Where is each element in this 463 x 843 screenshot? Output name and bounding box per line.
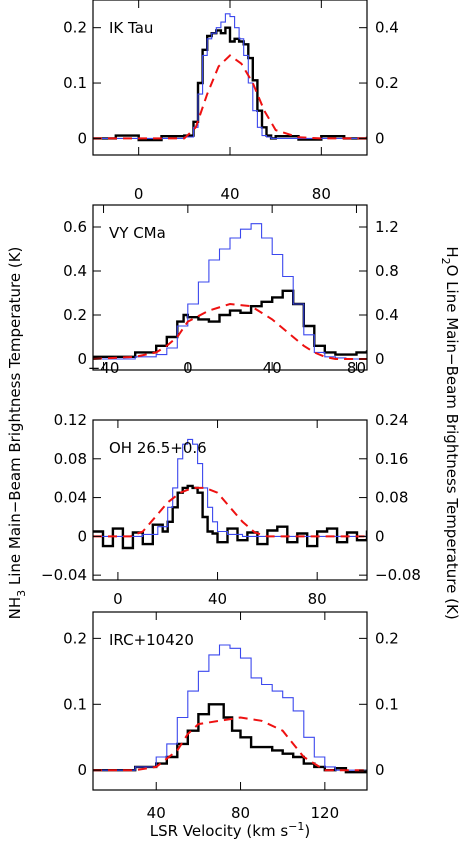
y-tick-label-right: 0.8 — [375, 262, 399, 280]
y-tick-label-left: 0.6 — [63, 218, 87, 236]
y-tick-label-right: 0 — [375, 129, 385, 147]
y-axis-title-right: H2O Line Main−Beam Brightness Temperatur… — [439, 246, 461, 619]
y-tick-label-left: 0.2 — [63, 306, 87, 324]
x-tick-label: −40 — [88, 359, 120, 377]
series-model-line — [93, 716, 367, 772]
panel-series — [93, 644, 367, 774]
y-tick-label-right: −0.08 — [375, 566, 421, 584]
panel-series — [93, 13, 367, 142]
series-model-line — [93, 54, 367, 140]
y-tick-label-left: 0.08 — [54, 450, 87, 468]
x-tick-label: 40 — [147, 804, 166, 822]
x-axis-title-part2: ) — [304, 822, 310, 840]
y-tick-label-right: 0 — [375, 527, 385, 545]
series-nh3-line — [93, 26, 367, 142]
y-axis-title-left: NH3 Line Main−Beam Brightness Temperatur… — [6, 247, 28, 620]
panel-label: OH 26.5+0.6 — [109, 439, 207, 457]
x-tick-label: 0 — [134, 185, 144, 203]
panel-series — [93, 223, 367, 360]
panel-frame — [92, 611, 368, 791]
y-tick-label-left: 0.12 — [54, 411, 87, 429]
x-tick-label: 40 — [208, 590, 227, 608]
y-tick-label-right: 0.08 — [375, 489, 408, 507]
series-h2o-line — [93, 438, 367, 537]
y-tick-label-right: 0.16 — [375, 450, 408, 468]
panel-label: IK Tau — [109, 19, 153, 37]
y-tick-label-left: 0.4 — [63, 262, 87, 280]
panel-label: IRC+10420 — [109, 631, 194, 649]
y-tick-label-left: 0.1 — [63, 695, 87, 713]
x-axis-title-part1: LSR Velocity (km s — [150, 822, 289, 840]
y-tick-label-left: 0 — [77, 350, 87, 368]
y-tick-label-right: 0.2 — [375, 629, 399, 647]
x-tick-label: 80 — [347, 359, 366, 377]
y-tick-label-left: 0 — [77, 129, 87, 147]
panel-frame — [92, 419, 368, 581]
y-tick-label-left: 0.04 — [54, 489, 87, 507]
x-tick-label: 120 — [311, 804, 340, 822]
y-axis-title-left-part2: Line Main−Beam Brightness Temperature (K… — [6, 247, 24, 590]
y-axis-title-left-part1: NH — [6, 597, 24, 620]
panel-frame — [92, 204, 368, 371]
series-model-line — [93, 486, 367, 538]
series-model-line — [93, 302, 367, 360]
y-axis-title-right-part1: H — [443, 246, 461, 257]
x-tick-label: 40 — [220, 185, 239, 203]
y-tick-label-left: 0 — [77, 527, 87, 545]
x-axis-title-sup: −1 — [288, 820, 304, 833]
y-tick-label-left: 0.1 — [63, 74, 87, 92]
panel-4: 40 80 120 0 0.1 0.2 0 0.1 0.2 IRC+10420 — [63, 611, 399, 822]
series-h2o-line — [93, 223, 367, 360]
panel-1: 0 40 80 0 0.1 0.2 0 0.2 0.4 IK Tau — [63, 0, 399, 203]
y-tick-label-right: 1.2 — [375, 218, 399, 236]
y-axis-title-left-sub: 3 — [15, 590, 28, 597]
panel-3: 0 40 80 −0.04 0 0.04 0.08 0.12 −0.08 0 0.08 0.16 0.2… — [41, 411, 421, 608]
series-nh3-line — [93, 703, 367, 774]
panel-label: VY CMa — [109, 224, 166, 242]
y-tick-label-left: 0.2 — [63, 19, 87, 37]
y-tick-label-right: 0.4 — [375, 19, 399, 37]
y-tick-label-left: 0 — [77, 761, 87, 779]
y-axis-title-right-part2: O Line Main−Beam Brightness Temperature … — [443, 265, 461, 620]
y-tick-label-right: 0 — [375, 350, 385, 368]
x-tick-label: 0 — [183, 359, 193, 377]
x-tick-label: 80 — [312, 185, 331, 203]
y-tick-label-left: 0.2 — [63, 629, 87, 647]
y-tick-label-left: −0.04 — [41, 566, 87, 584]
y-tick-label-right: 0 — [375, 761, 385, 779]
x-tick-label: 80 — [231, 804, 250, 822]
y-tick-label-right: 0.24 — [375, 411, 408, 429]
y-tick-label-right: 0.2 — [375, 74, 399, 92]
x-axis-title: LSR Velocity (km s−1) — [150, 820, 311, 840]
y-tick-label-right: 0.1 — [375, 695, 399, 713]
x-tick-label: 40 — [263, 359, 282, 377]
y-axis-title-right-sub: 2 — [439, 258, 452, 265]
series-nh3-line — [93, 484, 367, 550]
series-h2o-line — [93, 644, 367, 771]
x-tick-label: 80 — [308, 590, 327, 608]
y-tick-label-right: 0.4 — [375, 306, 399, 324]
x-tick-label: 0 — [113, 590, 123, 608]
panel-series — [93, 438, 367, 550]
series-nh3-line — [93, 289, 367, 358]
